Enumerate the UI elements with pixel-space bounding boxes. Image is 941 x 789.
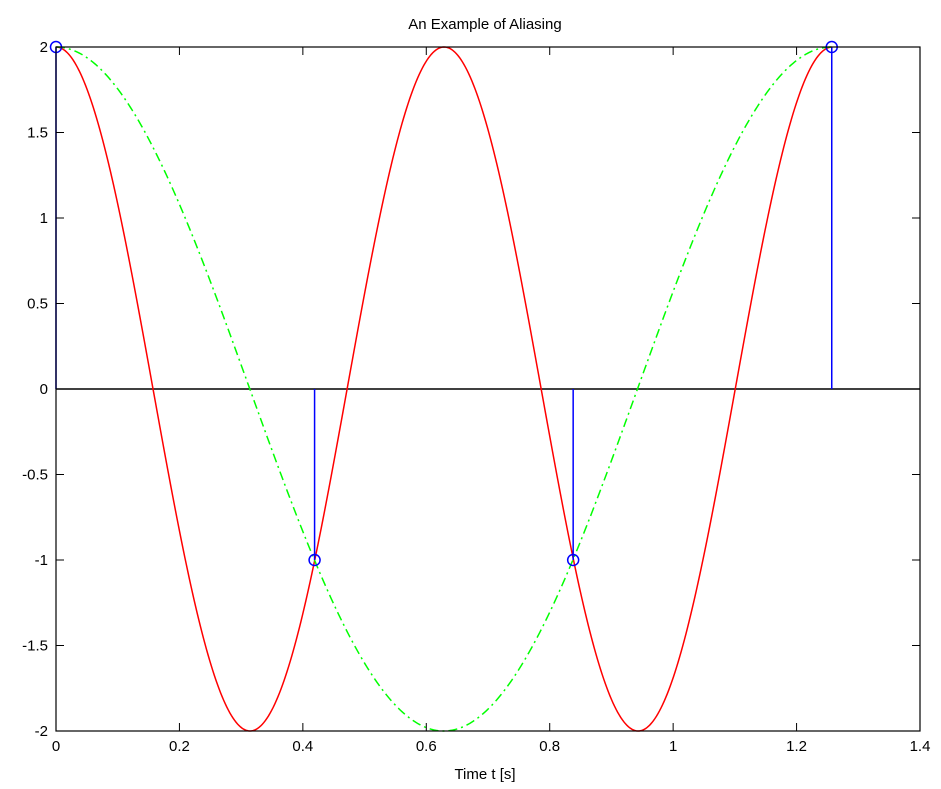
x-tick-label: 0.4 (292, 738, 313, 755)
x-tick-label: 0.8 (539, 738, 560, 755)
y-tick-label: 1.5 (27, 125, 48, 142)
y-tick-label: 2 (40, 39, 48, 56)
y-tick-label: 1 (40, 210, 48, 227)
y-tick-label: -2 (35, 723, 48, 740)
x-tick-label: 1.2 (786, 738, 807, 755)
x-tick-label: 0 (52, 738, 60, 755)
y-tick-label: -0.5 (22, 467, 48, 484)
chart-title: An Example of Aliasing (408, 16, 561, 33)
x-tick-label: 1.4 (910, 738, 931, 755)
x-tick-label: 0.2 (169, 738, 190, 755)
x-axis-label: Time t [s] (454, 766, 515, 783)
x-tick-label: 1 (669, 738, 677, 755)
y-tick-label: -1.5 (22, 638, 48, 655)
y-tick-label: -1 (35, 552, 48, 569)
x-tick-label: 0.6 (416, 738, 437, 755)
y-tick-label: 0.5 (27, 296, 48, 313)
y-tick-label: 0 (40, 381, 48, 398)
